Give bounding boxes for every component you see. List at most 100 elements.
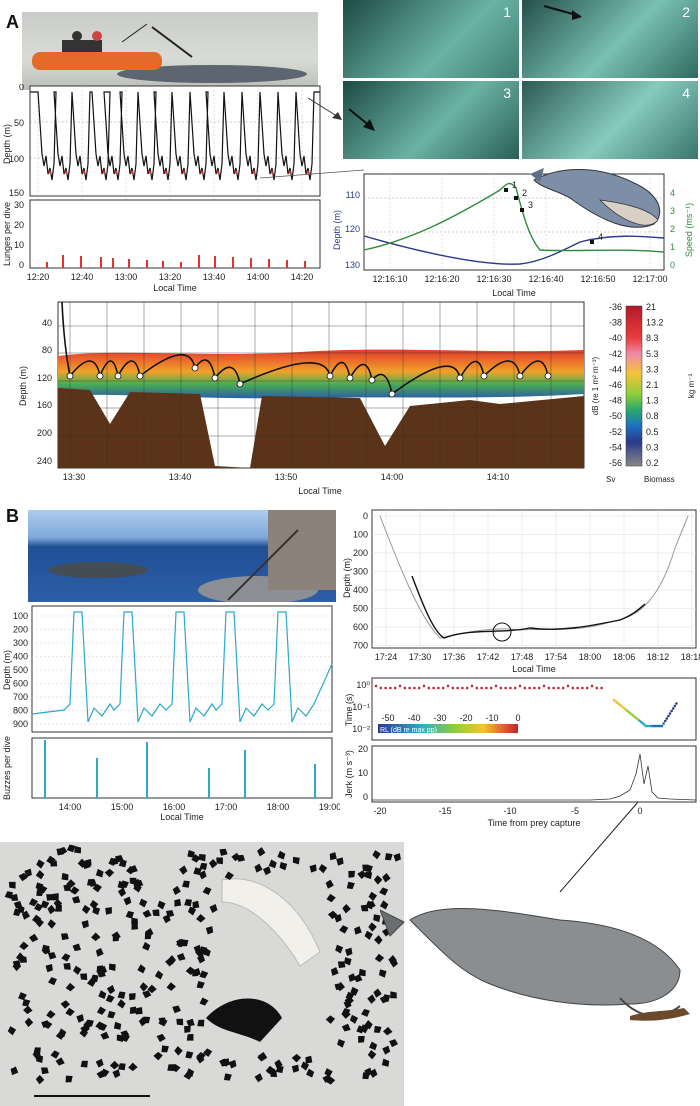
rl-tick: -10 <box>485 713 498 723</box>
squid-beak <box>46 1010 56 1019</box>
squid-beak <box>91 932 101 942</box>
bz-ytick: 200 <box>353 548 368 558</box>
squid-beak <box>385 853 393 861</box>
squid-beak <box>192 969 200 977</box>
squid-beak <box>389 1039 399 1048</box>
squid-beak <box>46 894 54 901</box>
squid-beak <box>334 982 343 990</box>
ict-point <box>379 686 383 690</box>
b-depth-xtick: 17:00 <box>215 802 238 812</box>
cb-db-tick: -50 <box>609 411 622 421</box>
squid-beak <box>74 846 82 854</box>
squid-beak <box>162 914 171 924</box>
squid-beak <box>113 1021 122 1030</box>
echo-ytick: 200 <box>37 428 52 438</box>
squid-beak <box>342 903 351 914</box>
bz-xtick: 18:18 <box>681 652 700 662</box>
cb-db-tick: -48 <box>609 396 622 406</box>
squid-beak <box>83 1020 93 1029</box>
squid-beak <box>292 856 300 865</box>
zoom-ytick-left: 120 <box>345 224 360 234</box>
squid-beak <box>158 1017 167 1025</box>
zoom-ytick-right: 4 <box>670 188 675 198</box>
phase-marker <box>504 188 508 192</box>
lunge-bar <box>146 260 148 268</box>
squid-beak <box>191 854 201 863</box>
squid-beak <box>60 933 69 941</box>
squid-beak <box>329 852 337 861</box>
squid-beak <box>337 1038 346 1048</box>
b-depth-xtick: 18:00 <box>267 802 290 812</box>
squid-beak <box>143 1016 151 1024</box>
ict-point <box>595 686 599 690</box>
panel-label-b: B <box>6 506 19 526</box>
jerk-xtick: -15 <box>438 806 451 816</box>
squid-beak <box>382 1045 391 1055</box>
echo-ytick: 80 <box>42 345 52 355</box>
echo-ytick: 160 <box>37 400 52 410</box>
lunge-marker <box>164 170 168 174</box>
ict-point <box>499 686 503 690</box>
phase-marker <box>520 208 524 212</box>
squid-beak <box>174 1046 183 1056</box>
squid-beak <box>41 1067 49 1075</box>
buzz-bar <box>244 750 246 798</box>
cb-bio-tick: 0.3 <box>646 442 659 452</box>
squid-beak <box>55 1057 65 1066</box>
squid-beak <box>184 1025 191 1033</box>
ict-point <box>561 686 565 690</box>
ict-point <box>673 704 677 708</box>
buzz-bar <box>314 764 316 798</box>
squid-beak <box>18 872 28 882</box>
lunge-bar <box>250 258 252 268</box>
cb-bio-tick: 0.8 <box>646 411 659 421</box>
bz-ytick: 100 <box>353 530 368 540</box>
squid-beak <box>216 857 223 865</box>
buzzes-chart: Buzzes per dive 14:00 15:00 16:00 17:00 18:0… <box>2 736 340 822</box>
b-depth-xtick: 19:00 <box>319 802 340 812</box>
squid-beak <box>383 1026 393 1036</box>
squid-beak <box>198 870 207 880</box>
beak-pile <box>4 844 401 1097</box>
lunge-marker <box>182 170 186 174</box>
arrow-icon <box>543 5 582 20</box>
squid-beak <box>53 898 63 909</box>
squid-beak <box>80 1060 88 1068</box>
squid-beak <box>117 991 126 999</box>
ict-point <box>533 686 536 690</box>
bz-ytick: 600 <box>353 622 368 632</box>
squid-beak <box>154 970 164 980</box>
squid-beak <box>219 1058 229 1067</box>
squid-beak <box>202 1048 213 1057</box>
ict-point <box>427 686 431 690</box>
echo-lunge-point <box>66 372 74 380</box>
squid-beak <box>12 960 21 968</box>
inter-click-time-chart: RL (dB re max pp) -50 -40 -30 -20 -10 0 10⁰ 10… <box>344 677 697 741</box>
cb-bio-tick: 5.3 <box>646 349 659 359</box>
squid-beak <box>348 973 357 982</box>
squid-beak <box>373 914 381 923</box>
squid-beak <box>156 1033 166 1043</box>
ict-point <box>509 686 512 690</box>
b-depth-ytick: 600 <box>13 679 28 689</box>
ict-point <box>470 684 474 688</box>
squid-beak <box>358 968 366 977</box>
ict-point <box>465 686 469 690</box>
squid-beak <box>63 963 71 970</box>
squid-beak <box>147 984 157 994</box>
ict-point <box>432 686 435 690</box>
a-depth-ytick: 100 <box>9 154 24 164</box>
squid-beak <box>135 1007 143 1015</box>
echo-ytick: 120 <box>37 373 52 383</box>
b-depth-xlabel: Local Time <box>160 812 204 822</box>
lunge-bar <box>304 261 306 268</box>
a-depth-ylabel: Depth (m) <box>2 124 12 164</box>
ict-ytick: 10⁻² <box>352 724 370 734</box>
ict-point <box>485 686 488 690</box>
squid-beak <box>374 953 385 963</box>
bz-xtick: 17:48 <box>511 652 534 662</box>
ict-point <box>384 686 387 690</box>
echo-xlabel: Local Time <box>298 486 342 496</box>
squid-beak <box>7 1026 17 1036</box>
squid-beak <box>339 925 349 934</box>
